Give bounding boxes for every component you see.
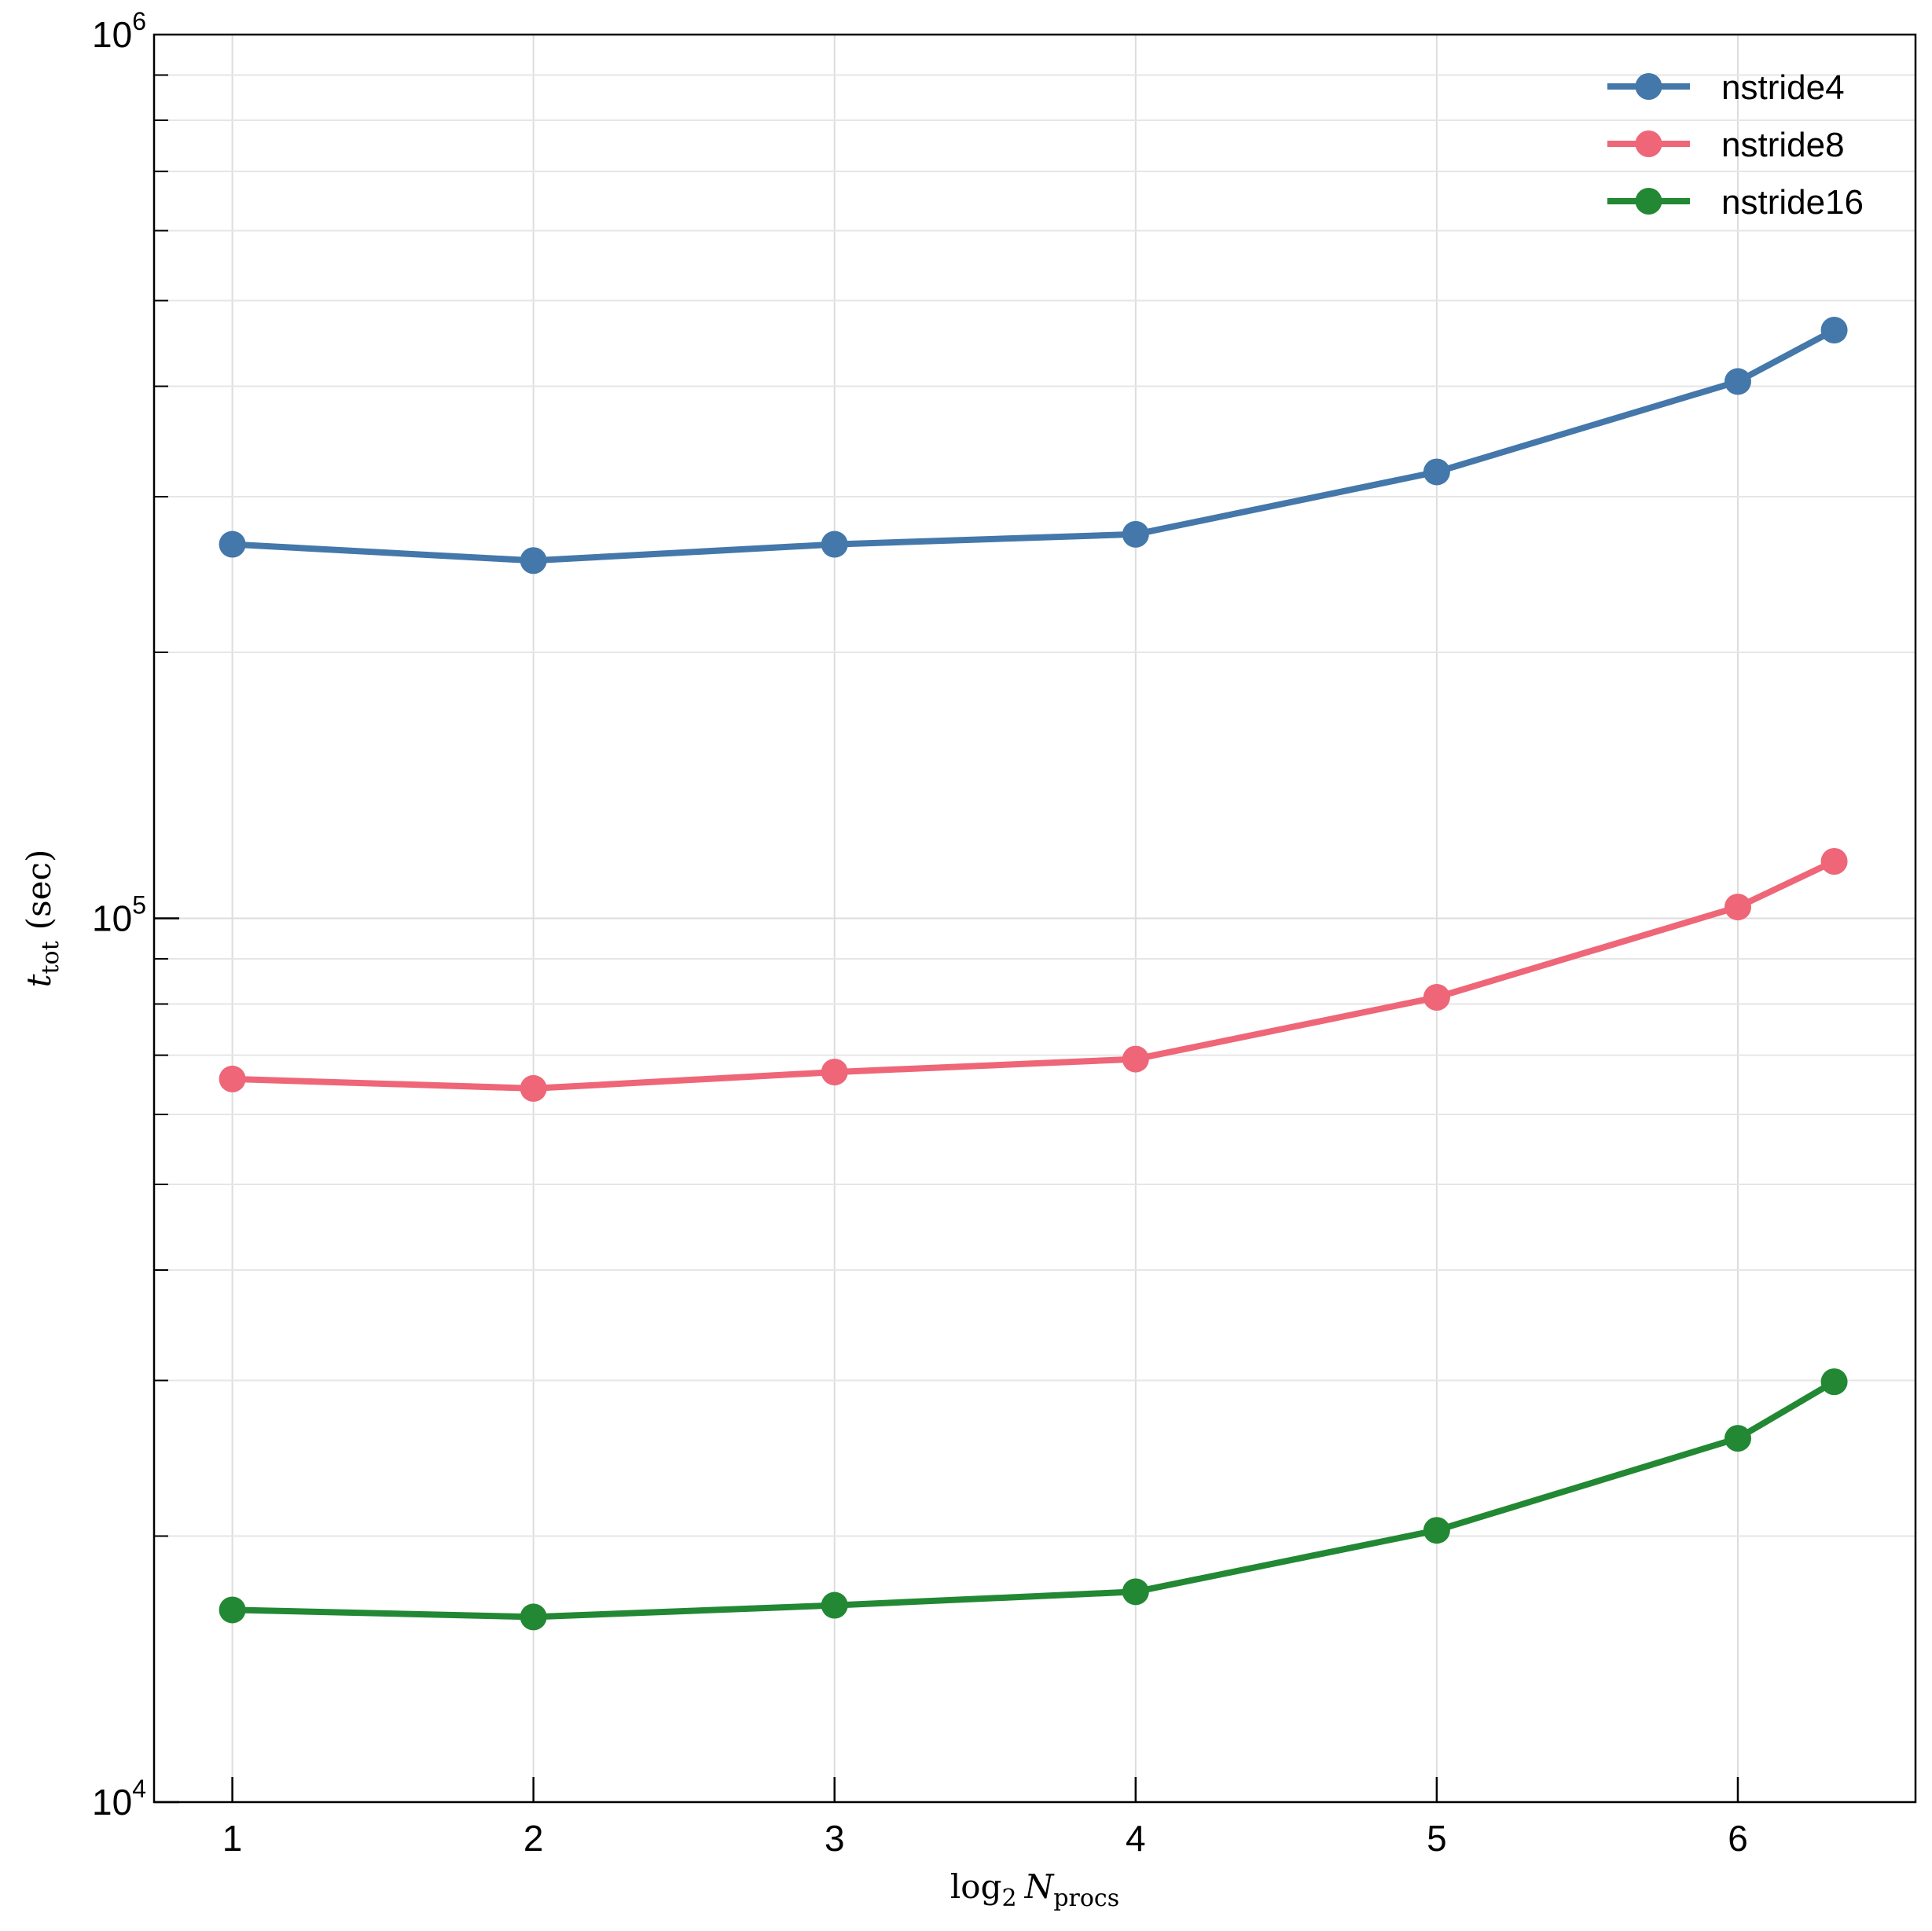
x-tick-label: 3 bbox=[825, 1818, 845, 1859]
data-point bbox=[520, 1074, 547, 1102]
legend-swatch-marker bbox=[1635, 188, 1662, 215]
x-tick-label: 4 bbox=[1126, 1818, 1146, 1859]
data-point bbox=[821, 1591, 848, 1619]
legend-swatch-marker bbox=[1635, 130, 1662, 157]
x-tick-label: 6 bbox=[1728, 1818, 1748, 1859]
y-axis-title: ttot(sec) bbox=[20, 850, 64, 988]
y-tick-label: 104 bbox=[92, 1775, 146, 1823]
series-line bbox=[232, 327, 1836, 564]
data-point bbox=[1122, 1578, 1149, 1606]
series-nstride8 bbox=[219, 848, 1848, 1102]
data-point bbox=[1820, 848, 1848, 876]
data-point bbox=[1423, 1517, 1450, 1544]
legend: nstride4 nstride8 nstride16 bbox=[1607, 68, 1864, 222]
data-point bbox=[1820, 1368, 1848, 1396]
minor-ticks bbox=[154, 74, 168, 1537]
data-point bbox=[1724, 1425, 1751, 1452]
data-point bbox=[1122, 520, 1149, 548]
series-layer bbox=[219, 317, 1848, 1631]
data-point bbox=[821, 1059, 848, 1086]
data-point bbox=[520, 1603, 547, 1631]
data-point bbox=[1423, 458, 1450, 486]
series-line bbox=[232, 1378, 1836, 1621]
data-point bbox=[1423, 984, 1450, 1011]
x-tick-labels: 1 2 3 4 5 6 bbox=[222, 1818, 1748, 1859]
legend-swatch-marker bbox=[1635, 73, 1662, 100]
data-point bbox=[219, 1596, 246, 1624]
x-tick-label: 1 bbox=[222, 1818, 243, 1859]
data-point bbox=[219, 1065, 246, 1092]
legend-item-nstride16: nstride16 bbox=[1607, 183, 1864, 222]
x-tick-label: 2 bbox=[523, 1818, 544, 1859]
y-tick-label: 105 bbox=[92, 891, 146, 939]
grid-lines bbox=[154, 35, 1915, 1803]
data-point bbox=[1122, 1045, 1149, 1073]
data-point bbox=[219, 530, 246, 558]
data-point bbox=[1820, 317, 1848, 344]
x-tick-label: 5 bbox=[1427, 1818, 1447, 1859]
y-tick-label: 106 bbox=[92, 7, 146, 55]
y-tick-labels: 104 105 106 bbox=[92, 7, 146, 1823]
plot-frame bbox=[152, 33, 1917, 1804]
series-nstride4 bbox=[219, 317, 1848, 575]
series-line bbox=[232, 858, 1836, 1092]
legend-label: nstride4 bbox=[1721, 68, 1845, 107]
data-point bbox=[1724, 368, 1751, 395]
series-nstride16 bbox=[219, 1368, 1848, 1631]
x-axis-title: log2 Nprocs bbox=[950, 1867, 1119, 1912]
legend-label: nstride16 bbox=[1721, 183, 1864, 222]
data-point bbox=[1724, 894, 1751, 921]
legend-label: nstride8 bbox=[1721, 126, 1845, 164]
data-point bbox=[821, 530, 848, 558]
data-point bbox=[520, 547, 547, 575]
legend-item-nstride4: nstride4 bbox=[1607, 68, 1845, 107]
legend-item-nstride8: nstride8 bbox=[1607, 126, 1845, 164]
major-ticks bbox=[154, 917, 1739, 1804]
